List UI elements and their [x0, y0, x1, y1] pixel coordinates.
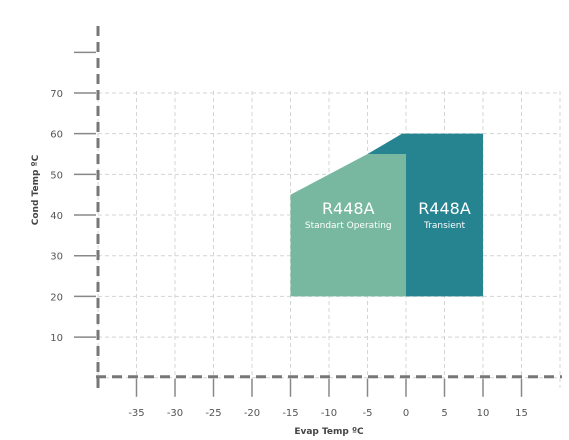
- y-tick-label: 20: [50, 292, 63, 303]
- axes: [74, 26, 562, 397]
- x-tick-label: -10: [321, 408, 337, 419]
- y-tick-label: 40: [50, 211, 63, 222]
- y-tick-label: 60: [50, 130, 63, 141]
- y-tick-label: 70: [50, 89, 63, 100]
- x-tick-label: 15: [515, 408, 528, 419]
- x-tick-label: -25: [205, 408, 221, 419]
- standard-operating-name: R448A: [322, 199, 375, 218]
- x-tick-label: 10: [477, 408, 490, 419]
- transient-label: Transient: [423, 221, 466, 231]
- x-axis-title: Evap Temp ºC: [294, 427, 364, 437]
- y-tick-label: 10: [50, 333, 63, 344]
- y-tick-label: 50: [50, 170, 63, 181]
- x-tick-label: -35: [128, 408, 144, 419]
- standard-operating-label: Standart Operating: [305, 221, 392, 231]
- y-axis-title: Cond Temp ºC: [31, 154, 41, 225]
- region-transient: [367, 133, 483, 297]
- region-standard-operating: [290, 154, 406, 297]
- x-tick-label: 5: [441, 408, 447, 419]
- x-tick-label: -30: [167, 408, 183, 419]
- envelope-regions: [290, 133, 483, 297]
- y-tick-label: 30: [50, 252, 63, 263]
- tick-labels: 10 20 30 40 50 60 70 -35 -30 -25 -20 -15 -10 -5 0 5 10 15: [50, 89, 528, 419]
- x-tick-label: -20: [244, 408, 260, 419]
- x-tick-label: -5: [363, 408, 373, 419]
- transient-name: R448A: [418, 199, 471, 218]
- region-labels: R448A Standart Operating R448A Transient: [305, 199, 471, 231]
- x-tick-label: -15: [282, 408, 298, 419]
- x-tick-label: 0: [403, 408, 409, 419]
